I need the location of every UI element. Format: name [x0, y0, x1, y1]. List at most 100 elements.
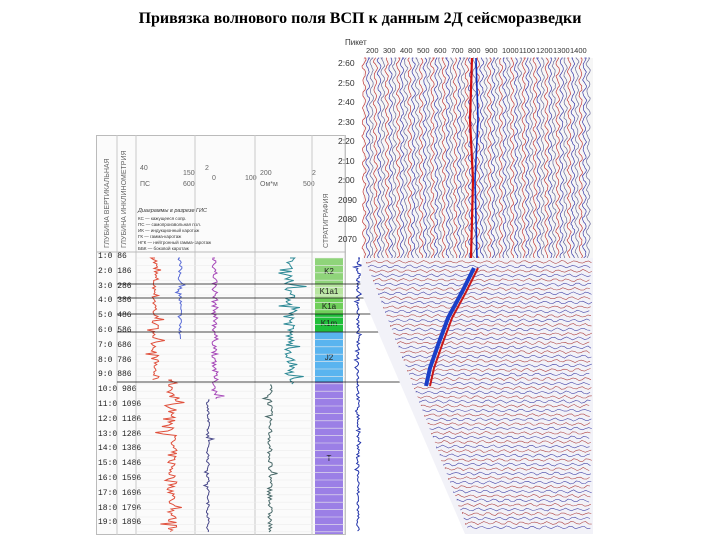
seismic-trace — [380, 57, 386, 259]
seismic-trace — [585, 57, 591, 259]
depth-row: 3:0 286 — [98, 281, 132, 291]
seismic-trace — [483, 57, 489, 259]
seismic-trace — [422, 57, 428, 259]
vsp-trace — [446, 471, 591, 476]
depth-row: 14:0 1386 — [98, 444, 142, 454]
log-legend: Диаграммы в разрезе ГИС КС — кажущееся с… — [138, 208, 228, 252]
seismic-trace — [391, 57, 397, 259]
log3-scale-max: 500 — [303, 181, 315, 188]
seismic-trace — [562, 57, 568, 259]
vsp-trace — [410, 376, 592, 381]
depth-row: 5:0 486 — [98, 311, 132, 321]
vsp-trace — [443, 462, 591, 467]
depth-row: 19:0 1896 — [98, 518, 142, 528]
seismic-trace — [528, 57, 534, 259]
time-label: 2:40 — [338, 97, 355, 107]
time-label: 2:50 — [338, 77, 355, 88]
legend-item: ПС — самопроизвольная пол. — [138, 222, 201, 227]
seismic-trace — [509, 57, 515, 259]
seismic-trace — [418, 57, 424, 259]
time-label: 2:60 — [338, 58, 355, 68]
vsp-trace — [369, 269, 593, 273]
depth-row: 13:0 1286 — [98, 429, 142, 439]
vsp-trace — [460, 507, 590, 512]
seismic-trace — [426, 57, 432, 259]
log1-scale-unit-num: 2 — [205, 165, 209, 172]
legend-item: КС — кажущееся сопр. — [138, 216, 187, 221]
vsp-trace — [450, 480, 592, 485]
seismic-trace — [486, 57, 492, 259]
seismic-trace — [361, 57, 367, 259]
seismic-header-label: Пикет — [345, 38, 367, 47]
seismic-trace — [471, 57, 477, 259]
seismic-trace — [574, 57, 580, 259]
vsp-trace — [386, 313, 592, 318]
vsp-trace — [429, 426, 592, 431]
seismic-trace — [384, 57, 390, 259]
seismic-trace — [376, 57, 382, 259]
seismic-trace — [365, 57, 371, 259]
seismic-trace — [559, 57, 564, 259]
log1-scale-max: 600 — [183, 181, 195, 188]
time-label: 2:10 — [338, 155, 355, 166]
depth-row: 4:0 386 — [98, 296, 132, 306]
strat-unit-k2: K2 — [315, 258, 343, 284]
depth-row: 6:0 586 — [98, 326, 132, 335]
strat-unit-k1m: K1m — [315, 314, 343, 332]
depth-row: 12:0 1186 — [98, 414, 142, 424]
vsp-trace — [371, 273, 591, 278]
vsp-trace — [434, 440, 591, 444]
seismic-header: Пикет — [345, 38, 367, 47]
seismic-trace — [547, 57, 553, 259]
vsp-trace — [388, 318, 590, 323]
depth-row: 11:0 1096 — [98, 400, 142, 409]
vsp-trace — [367, 264, 591, 269]
vsp-trace — [419, 399, 591, 404]
depth-row: 9:0 886 — [98, 370, 132, 380]
legend-item: ББК — боковой каротаж — [138, 246, 189, 251]
log1-scale-min: 40 — [140, 165, 148, 172]
seismic-trace — [536, 57, 542, 259]
seismic-trace — [395, 57, 401, 259]
vsp-trace — [424, 413, 590, 417]
vsp-trace — [397, 341, 590, 345]
vsp-trace — [402, 354, 592, 359]
depth-row: 17:0 1696 — [98, 488, 142, 498]
seismic-trace — [372, 57, 378, 259]
vsp-trace — [420, 403, 590, 408]
vsp-trace — [415, 390, 591, 395]
seismic-trace — [505, 57, 511, 259]
time-label: 2:30 — [338, 116, 355, 127]
vsp-trace — [448, 476, 590, 480]
vsp-trace — [431, 431, 591, 435]
trace-label: 900 — [485, 46, 498, 55]
trace-label: 1200 — [536, 46, 553, 55]
vsp-trace — [390, 323, 592, 327]
seismic-trace — [410, 57, 416, 259]
vsp-trace — [465, 521, 592, 526]
time-label: 2080 — [338, 214, 357, 224]
log-curve-neutron — [351, 257, 363, 532]
direct-wave-blue — [424, 267, 476, 387]
seismic-trace — [521, 57, 527, 259]
vsp-trace — [366, 259, 592, 264]
seismic-trace — [543, 57, 549, 259]
trace-label: 1300 — [553, 46, 570, 55]
vsp-trace — [412, 381, 590, 386]
legend-title: Диаграммы в разрезе ГИС — [138, 208, 207, 214]
vsp-trace — [438, 449, 592, 453]
vsp-trace — [383, 305, 591, 309]
seismic-trace — [460, 57, 466, 259]
time-label: 2070 — [338, 233, 357, 244]
vsp-trace — [409, 372, 590, 377]
seismic-trace — [456, 57, 462, 259]
vsp-trace — [374, 282, 592, 287]
legend-item: ИК — индукционный каротаж — [138, 228, 200, 233]
log-curve-induction — [278, 257, 307, 385]
vsp-trace — [458, 502, 592, 507]
vsp-trace — [378, 291, 592, 296]
vsp-trace — [456, 498, 590, 503]
vsp-trace — [426, 417, 592, 422]
trace-label: 800 — [468, 46, 481, 55]
